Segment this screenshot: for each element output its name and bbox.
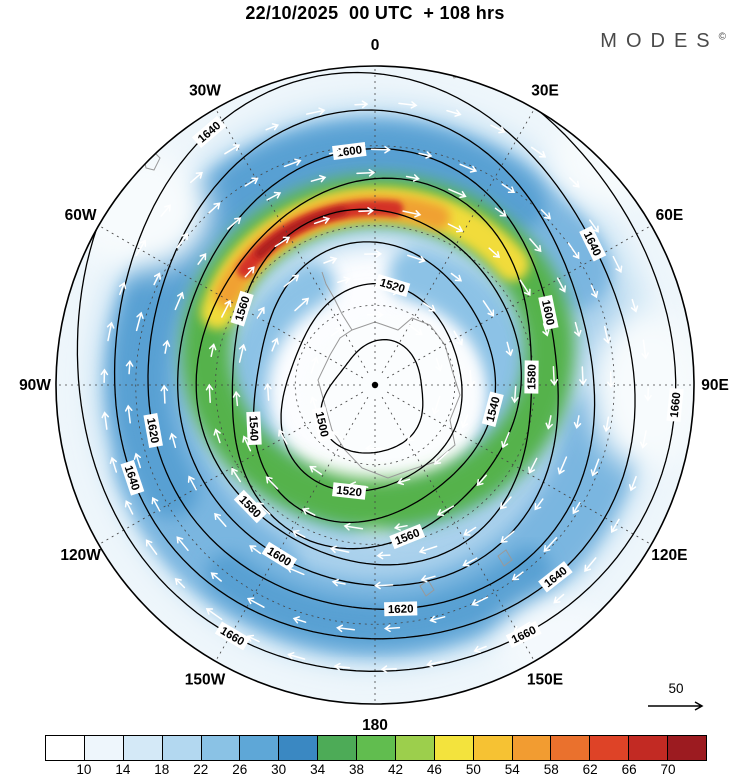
longitude-label: 90E: [701, 377, 729, 394]
colorbar-tick-label: 18: [154, 762, 170, 777]
colorbar-tick-label: 42: [387, 762, 403, 777]
colorbar-tick-label: 62: [582, 762, 598, 777]
colorbar-tick-label: 54: [504, 762, 520, 777]
colorbar-tick-label: 10: [76, 762, 92, 777]
longitude-labels: 0 30E 60E 90E 120E 150E 180 150W 120W 90W 60W 30W: [19, 37, 729, 734]
colorbar-tick-label: 70: [660, 762, 676, 777]
svg-text:1600: 1600: [539, 299, 556, 326]
contour-label: 1660: [666, 387, 684, 423]
colorbar-tick-label: 30: [271, 762, 287, 777]
colorbar-cell: [123, 736, 163, 760]
colorbar-cell: [434, 736, 474, 760]
svg-text:1540: 1540: [246, 415, 259, 441]
svg-text:1620: 1620: [144, 417, 160, 444]
brand-logo: MODES©: [600, 30, 726, 53]
colorbar-tick-label: 14: [115, 762, 131, 777]
chart-title: 22/10/2025 00 UTC + 108 hrs: [245, 3, 505, 23]
colorbar-tick-label: 66: [621, 762, 637, 777]
contour-label: 1620: [384, 601, 418, 617]
colorbar-cell: [590, 736, 630, 760]
colorbar-cell: [279, 736, 319, 760]
colorbar-cell: [240, 736, 280, 760]
colorbar-cell: [629, 736, 668, 760]
svg-text:1600: 1600: [336, 144, 363, 159]
longitude-label: 0: [371, 37, 380, 54]
map-interior: 1500152015201540154015601560158015801600…: [56, 66, 694, 704]
colorbar-cell: [551, 736, 591, 760]
pole-dot: [371, 381, 379, 389]
colorbar-cell: [357, 736, 396, 760]
colorbar-tick-label: 26: [232, 762, 248, 777]
colorbar-tick-labels: 10 14 18 22 26 30 34 38 42 46 50 54 58 62 66 70: [45, 762, 707, 780]
colorbar-cell: [46, 736, 85, 760]
longitude-label: 90W: [19, 377, 51, 394]
brand-name: MODES: [600, 30, 719, 52]
map-boundary: [55, 65, 695, 705]
contour-label: 1600: [332, 141, 367, 161]
contour-label: 1540: [246, 411, 262, 446]
longitude-label: 60E: [656, 207, 684, 224]
contour-label: 1580: [524, 360, 539, 394]
svg-text:1500: 1500: [313, 411, 330, 439]
colorbar-tick-label: 58: [543, 762, 559, 777]
longitude-label: 150W: [185, 671, 226, 688]
reference-vector-arrow: [648, 701, 704, 711]
longitude-label: 120E: [651, 547, 687, 564]
colorbar-tick-label: 50: [465, 762, 481, 777]
colorbar-tick-label: 46: [426, 762, 442, 777]
colorbar-cell: [512, 736, 552, 760]
longitude-label: 30E: [531, 83, 559, 100]
colorbar: [45, 735, 707, 761]
contour-label: 1500: [311, 406, 333, 442]
colorbar-cell: [84, 736, 124, 760]
longitude-label: 60W: [65, 207, 97, 224]
svg-text:1620: 1620: [388, 603, 414, 616]
contour-label: 1520: [332, 482, 367, 500]
colorbar-cell: [395, 736, 435, 760]
colorbar-tick-label: 34: [310, 762, 326, 777]
reference-vector: 50: [648, 681, 704, 711]
contour-label: 1600: [538, 294, 559, 331]
svg-text:1660: 1660: [669, 392, 684, 419]
colorbar-cell: [201, 736, 241, 760]
colorbar-cell: [318, 736, 357, 760]
svg-text:1580: 1580: [526, 364, 538, 390]
colorbar-tick-label: 38: [349, 762, 365, 777]
svg-text:1520: 1520: [336, 485, 363, 500]
polar-map: 1500152015201540154015601560158015801600…: [19, 37, 729, 734]
longitude-label: 30W: [189, 83, 221, 100]
longitude-label: 120W: [60, 547, 101, 564]
longitude-label: 180: [362, 717, 388, 734]
longitude-label: 150E: [527, 671, 563, 688]
brand-mark: ©: [718, 31, 726, 43]
colorbar-tick-label: 22: [193, 762, 209, 777]
wind-vectors: [100, 100, 652, 674]
colorbar-cell: [162, 736, 202, 760]
reference-vector-label: 50: [668, 681, 683, 696]
contour-label: 1620: [143, 413, 163, 448]
colorbar-cell: [668, 736, 706, 760]
colorbar-cell: [473, 736, 513, 760]
height-contours: 1500152015201540154015601560158015801600…: [76, 66, 684, 672]
